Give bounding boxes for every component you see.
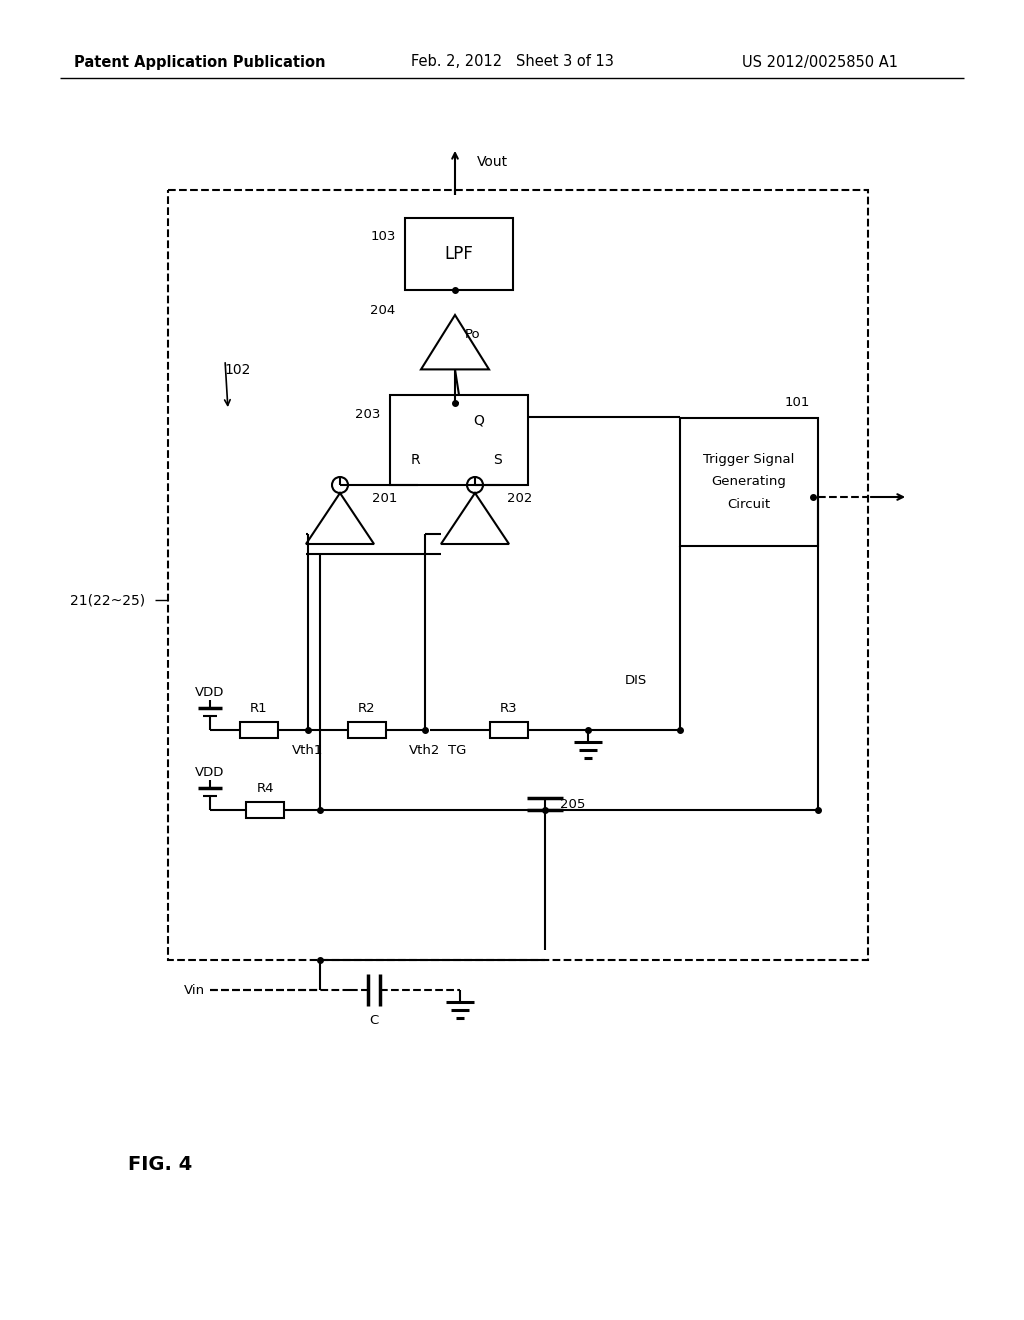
- Text: C: C: [370, 1014, 379, 1027]
- Text: Circuit: Circuit: [727, 498, 771, 511]
- Text: LPF: LPF: [444, 246, 473, 263]
- Bar: [240, 722, 278, 738]
- Text: R4: R4: [256, 781, 273, 795]
- Text: TG: TG: [447, 743, 466, 756]
- Text: 203: 203: [355, 408, 381, 421]
- Bar: [490, 722, 528, 738]
- Text: Vout: Vout: [477, 154, 508, 169]
- Bar: [168, 190, 868, 960]
- Text: Patent Application Publication: Patent Application Publication: [75, 54, 326, 70]
- Bar: [347, 722, 385, 738]
- Text: Trigger Signal: Trigger Signal: [703, 454, 795, 466]
- Text: 21(22~25): 21(22~25): [71, 593, 145, 607]
- Text: R3: R3: [500, 701, 518, 714]
- Text: 201: 201: [373, 492, 397, 506]
- Text: S: S: [494, 453, 503, 467]
- Text: Vth2: Vth2: [410, 743, 440, 756]
- Bar: [246, 803, 284, 818]
- Text: R: R: [411, 453, 420, 467]
- Text: 101: 101: [784, 396, 810, 409]
- Bar: [406, 218, 513, 290]
- Bar: [390, 395, 528, 484]
- Text: R2: R2: [357, 701, 376, 714]
- Text: DIS: DIS: [625, 673, 647, 686]
- Text: 202: 202: [507, 492, 532, 506]
- Bar: [680, 418, 818, 546]
- Text: Vth1: Vth1: [292, 743, 324, 756]
- Text: 205: 205: [560, 799, 586, 812]
- Text: 103: 103: [371, 230, 395, 243]
- Text: Vin: Vin: [184, 983, 205, 997]
- Text: 204: 204: [371, 304, 395, 317]
- Text: 102: 102: [225, 363, 251, 378]
- Text: R1: R1: [250, 701, 268, 714]
- Text: Q: Q: [473, 413, 484, 426]
- Text: US 2012/0025850 A1: US 2012/0025850 A1: [742, 54, 898, 70]
- Text: VDD: VDD: [196, 766, 224, 779]
- Text: FIG. 4: FIG. 4: [128, 1155, 193, 1175]
- Text: VDD: VDD: [196, 685, 224, 698]
- Text: Generating: Generating: [712, 475, 786, 488]
- Text: Po: Po: [465, 327, 481, 341]
- Text: Feb. 2, 2012   Sheet 3 of 13: Feb. 2, 2012 Sheet 3 of 13: [411, 54, 613, 70]
